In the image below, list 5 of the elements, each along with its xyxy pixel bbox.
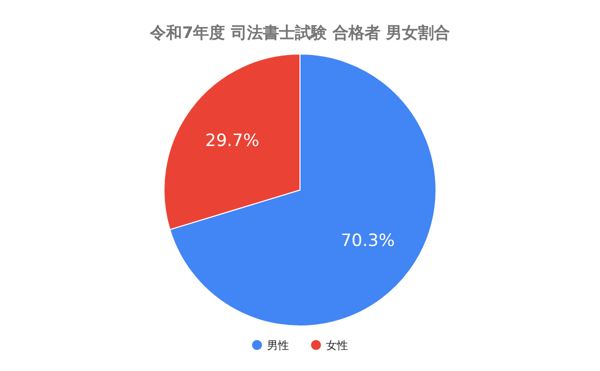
data-label: 29.7% bbox=[205, 130, 260, 151]
chart-title: 令和7年度 司法書士試験 合格者 男女割合 bbox=[149, 23, 450, 42]
data-label: 70.3% bbox=[340, 231, 395, 252]
legend-label: 男性 bbox=[267, 339, 289, 352]
legend-label: 女性 bbox=[326, 339, 348, 352]
